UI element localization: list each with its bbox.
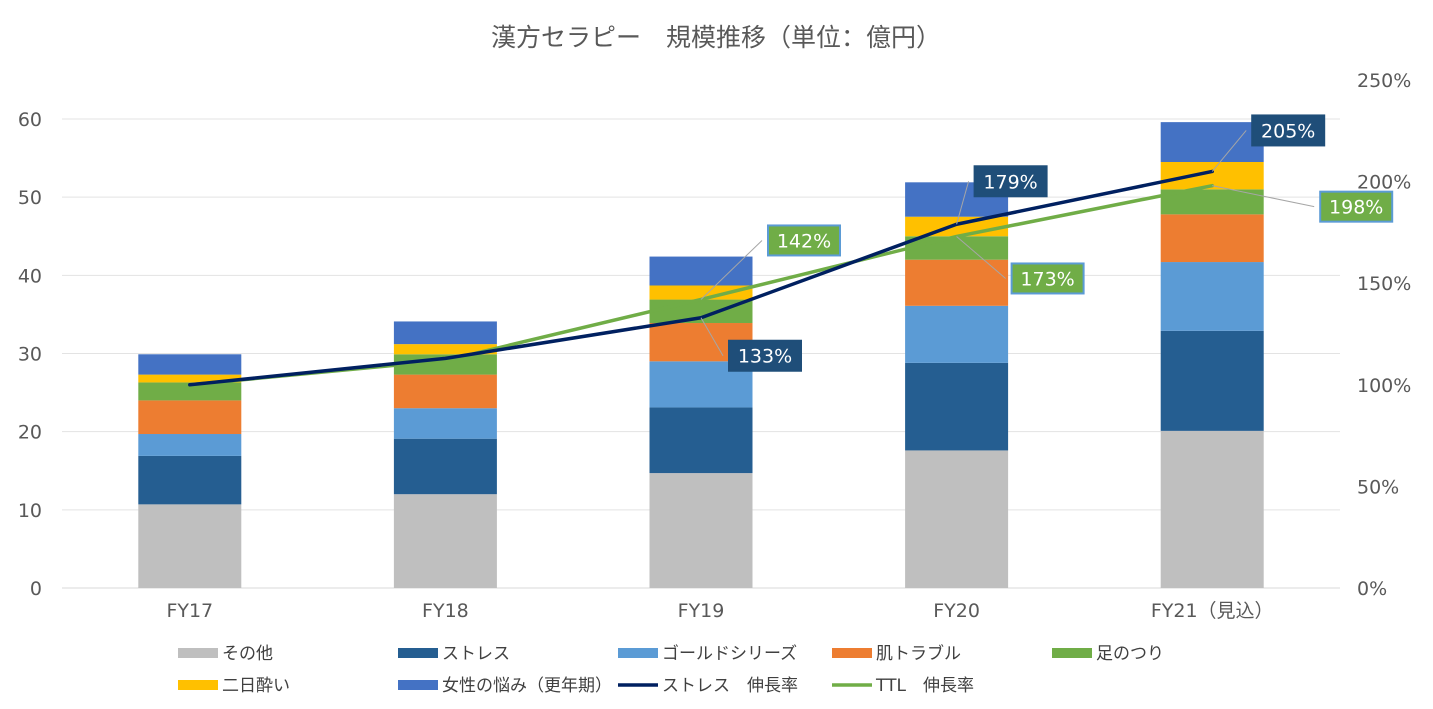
x-axis-tick-label: FY19 — [678, 600, 725, 622]
bar-segment — [649, 473, 753, 588]
bar-segment — [393, 321, 497, 345]
bar-segment — [905, 305, 1009, 363]
x-axis-tick-label: FY20 — [933, 600, 980, 622]
bar-segment — [649, 256, 753, 286]
data-label-box — [767, 224, 841, 257]
bar-segment — [649, 407, 753, 474]
legend-swatch — [398, 680, 438, 690]
bar-segment — [1160, 214, 1264, 263]
x-axis-tick-label: FY17 — [166, 600, 213, 622]
legend-label: TTL 伸長率 — [875, 676, 974, 696]
leader-line — [956, 181, 970, 225]
bar-segment — [1160, 262, 1264, 331]
data-label-box — [1319, 190, 1394, 223]
leader-line — [700, 240, 763, 300]
x-axis-tick-label: FY18 — [422, 600, 469, 622]
legend-swatch — [178, 680, 218, 690]
data-label-box — [1251, 114, 1326, 147]
right-axis-tick-label: 200% — [1357, 172, 1411, 194]
bar-segment — [1160, 330, 1264, 431]
data-label-box — [1010, 262, 1085, 295]
bar-segment — [905, 362, 1009, 451]
legend-label: その他 — [222, 644, 273, 664]
bar-segment — [393, 344, 497, 355]
bar-segment — [905, 216, 1009, 237]
left-axis-tick-label: 20 — [18, 422, 42, 444]
left-axis-tick-label: 30 — [18, 344, 42, 366]
legend-swatch — [178, 648, 218, 658]
legend-label: ストレス 伸長率 — [662, 676, 798, 696]
bar-segment — [138, 382, 242, 401]
bar-segment — [138, 504, 242, 588]
left-axis-tick-label: 40 — [18, 265, 42, 287]
bar-segment — [393, 438, 497, 495]
legend-swatch — [832, 648, 872, 658]
bar-segment — [393, 494, 497, 588]
data-label: 179% — [983, 171, 1037, 193]
bar-segment — [393, 408, 497, 439]
right-axis-ticks: 0% 50% 100% 150% 200% 250% — [1357, 70, 1411, 600]
leader-line — [700, 317, 724, 356]
left-axis-tick-label: 60 — [18, 109, 42, 131]
data-label: 198% — [1329, 197, 1383, 219]
x-axis-labels: FY17 FY18 FY19 FY20 FY21（見込） — [166, 600, 1273, 622]
bar-segment — [138, 455, 242, 505]
bar-segment — [138, 354, 242, 375]
bar-stacks — [138, 122, 1264, 588]
right-axis-tick-label: 100% — [1357, 375, 1411, 397]
data-label: 205% — [1261, 120, 1315, 142]
left-axis-ticks: 0 10 20 30 40 50 60 — [18, 109, 42, 600]
right-axis-tick-label: 50% — [1357, 476, 1399, 498]
legend-label: 足のつり — [1096, 644, 1164, 664]
leader-line — [956, 236, 1006, 279]
data-labels: 133% 179% 205% 142% 173% 198% — [700, 114, 1394, 372]
leader-line — [1212, 185, 1315, 208]
legend-label: 二日酔い — [222, 676, 290, 696]
bar-segment — [1160, 122, 1264, 162]
legend-swatch — [618, 648, 658, 658]
left-axis-tick-label: 0 — [30, 578, 42, 600]
data-label-box — [728, 339, 802, 372]
right-axis-tick-label: 250% — [1357, 70, 1411, 92]
bar-segment — [393, 374, 497, 409]
data-label-box — [973, 165, 1048, 198]
bar-segment — [905, 450, 1009, 588]
legend-label: 女性の悩み（更年期） — [442, 676, 612, 696]
bar-segment — [138, 434, 242, 456]
data-label: 133% — [738, 346, 792, 368]
legend-label: ゴールドシリーズ — [662, 643, 797, 664]
legend-label: 肌トラブル — [876, 643, 961, 664]
right-axis-tick-label: 0% — [1357, 578, 1387, 600]
left-axis-tick-label: 50 — [18, 187, 42, 209]
bar-segment — [905, 259, 1009, 306]
right-axis-tick-label: 150% — [1357, 273, 1411, 295]
bar-segment — [1160, 430, 1264, 588]
data-label: 142% — [777, 230, 831, 252]
legend-swatch — [1052, 648, 1092, 658]
bar-segment — [138, 400, 242, 435]
chart-title: 漢方セラピー 規模推移（単位：億円） — [491, 23, 941, 52]
bar-segment — [649, 285, 753, 300]
legend-swatch — [398, 648, 438, 658]
bar-segment — [138, 374, 242, 383]
data-label: 173% — [1020, 268, 1074, 290]
leader-line — [1211, 130, 1247, 172]
legend-label: ストレス — [442, 644, 510, 664]
bar-segment — [905, 236, 1009, 260]
x-axis-tick-label: FY21（見込） — [1151, 600, 1274, 622]
left-axis-tick-label: 10 — [18, 500, 42, 522]
